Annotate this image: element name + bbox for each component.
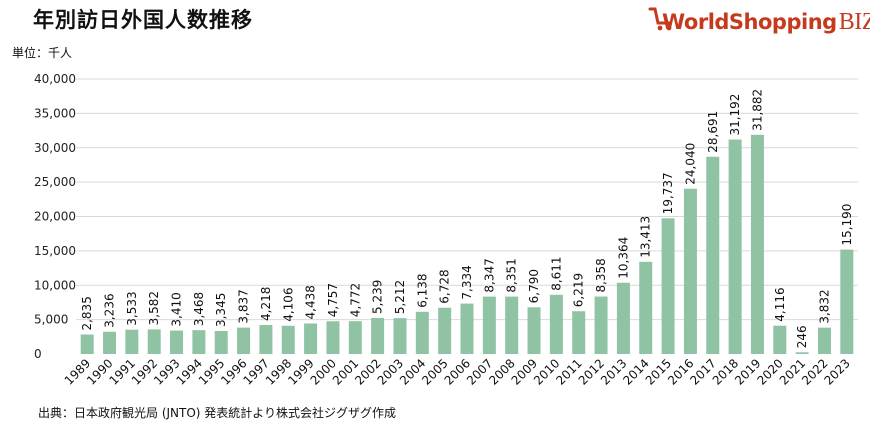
data-label: 5,239 <box>371 280 385 314</box>
data-label: 246 <box>795 325 809 348</box>
bar <box>103 331 117 354</box>
unit-label: 単位：千人 <box>12 46 73 60</box>
bar <box>460 303 474 354</box>
x-tick-label: 2023 <box>821 356 852 387</box>
bar <box>304 323 318 354</box>
brand-logo: WorldShoppingBIZ <box>648 2 870 36</box>
data-label: 15,190 <box>840 204 854 246</box>
bar <box>170 330 184 354</box>
bar <box>840 249 854 354</box>
bar <box>505 296 519 354</box>
data-label: 8,351 <box>505 258 519 292</box>
bar <box>572 311 586 354</box>
data-label: 4,116 <box>773 287 787 321</box>
data-label: 10,364 <box>616 237 630 279</box>
data-label: 3,533 <box>125 291 139 325</box>
bar <box>326 321 340 354</box>
bar <box>683 188 697 354</box>
logo-main: WorldShopping <box>662 10 837 34</box>
bar <box>259 325 273 354</box>
data-label: 3,468 <box>192 292 206 326</box>
bar <box>639 261 653 354</box>
bar <box>415 311 429 354</box>
bar <box>214 331 228 354</box>
bar <box>616 282 630 354</box>
y-tick-label: 10,000 <box>34 278 76 292</box>
logo-text: WorldShoppingBIZ <box>648 9 870 36</box>
bar <box>594 296 608 354</box>
data-label: 2,835 <box>80 296 94 330</box>
y-tick-label: 5,000 <box>34 313 68 327</box>
data-label: 8,347 <box>482 258 496 292</box>
data-label: 8,358 <box>594 258 608 292</box>
data-label: 3,345 <box>214 293 228 327</box>
bar <box>80 334 94 354</box>
y-tick-label: 25,000 <box>34 175 76 189</box>
data-label: 19,737 <box>661 172 675 214</box>
y-tick-label: 20,000 <box>34 210 76 224</box>
data-label: 7,334 <box>460 265 474 299</box>
data-label: 4,438 <box>304 285 318 319</box>
source-note: 出典：日本政府観光局 (JNTO) 発表統計より株式会社ジグザグ作成 <box>38 406 397 420</box>
shopping-cart-icon <box>648 7 672 31</box>
bar <box>706 156 720 354</box>
data-label: 31,882 <box>750 89 764 131</box>
y-tick-label: 30,000 <box>34 141 76 155</box>
data-label: 8,611 <box>549 256 563 290</box>
y-tick-label: 0 <box>34 347 42 361</box>
bar <box>393 318 407 354</box>
bar <box>348 321 362 354</box>
data-label: 28,691 <box>706 111 720 153</box>
y-tick-label: 15,000 <box>34 244 76 258</box>
data-label: 5,212 <box>393 280 407 314</box>
bar <box>795 352 809 354</box>
bar <box>371 317 385 354</box>
data-label: 4,772 <box>348 283 362 317</box>
data-label: 6,219 <box>572 273 586 307</box>
y-tick-label: 40,000 <box>34 72 76 86</box>
bar <box>482 296 496 354</box>
bar <box>817 327 831 354</box>
data-label: 24,040 <box>683 143 697 185</box>
bar <box>549 294 563 354</box>
data-label: 3,236 <box>103 293 117 327</box>
bar <box>125 329 139 354</box>
data-label: 6,790 <box>527 269 541 303</box>
page-title: 年別訪日外国人数推移 <box>33 8 253 32</box>
bar <box>192 330 206 354</box>
bar <box>281 325 295 354</box>
data-label: 4,106 <box>281 287 295 321</box>
data-label: 6,728 <box>438 269 452 303</box>
data-label: 13,413 <box>639 216 653 258</box>
data-label: 4,757 <box>326 283 340 317</box>
data-label: 3,410 <box>170 292 184 326</box>
data-label: 31,192 <box>728 94 742 136</box>
data-label: 4,218 <box>259 287 273 321</box>
bar <box>750 134 764 354</box>
data-label: 3,832 <box>817 289 831 323</box>
bar <box>728 139 742 354</box>
y-tick-label: 35,000 <box>34 106 76 120</box>
bar <box>661 218 675 354</box>
data-label: 6,138 <box>415 273 429 307</box>
bar <box>438 307 452 354</box>
bar <box>147 329 161 354</box>
logo-suffix: BIZ <box>838 9 870 35</box>
bar <box>237 327 251 354</box>
bar <box>527 307 541 354</box>
data-label: 3,837 <box>237 289 251 323</box>
data-label: 3,582 <box>147 291 161 325</box>
bar <box>773 325 787 354</box>
